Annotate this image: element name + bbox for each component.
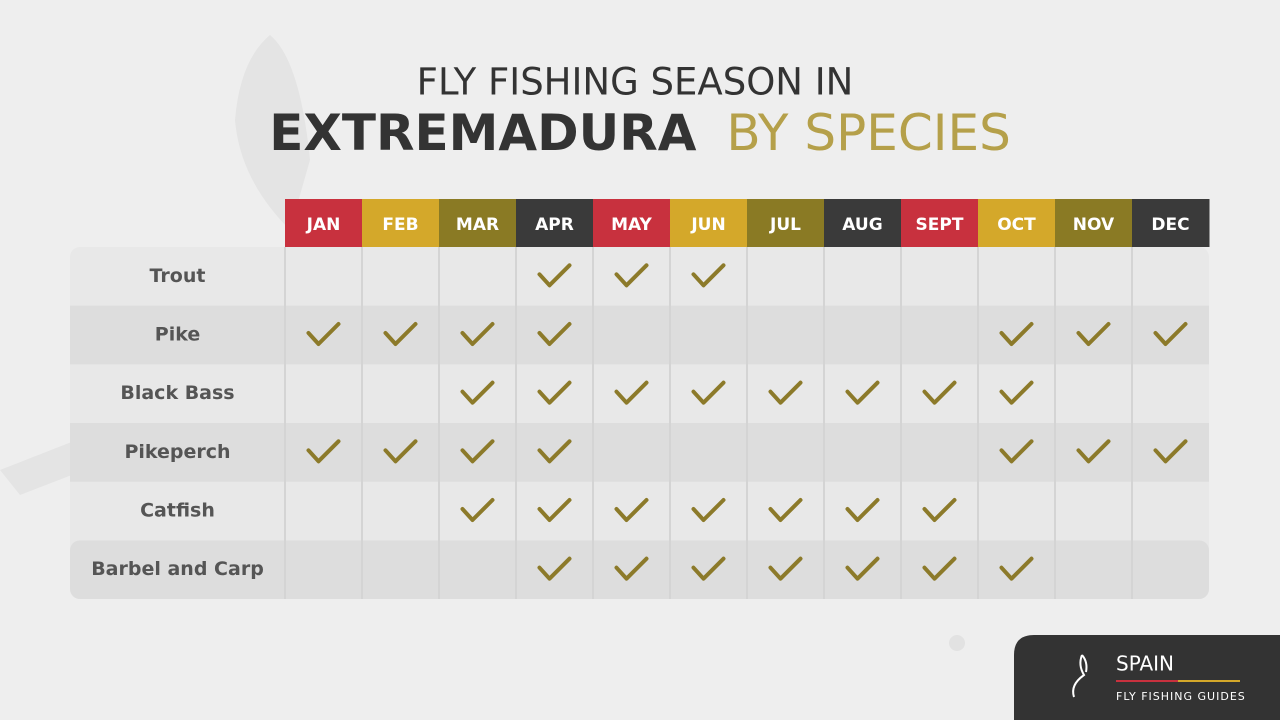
check-mark <box>768 556 803 581</box>
month-label: NOV <box>1073 215 1115 235</box>
title-main: EXTREMADURA BY SPECIES <box>269 104 1011 162</box>
check-mark <box>460 439 495 464</box>
row-band <box>70 305 1209 365</box>
month-label: DEC <box>1151 215 1189 235</box>
check-mark <box>306 439 341 464</box>
season-table: JAN FEB MAR APR MAY JUN JUL AUG SEPT OCT NOV DEC Tro… <box>70 199 1210 599</box>
check-mark <box>845 380 880 405</box>
month-header <box>593 199 671 247</box>
month-header <box>824 199 902 247</box>
month-header <box>285 199 363 247</box>
logo-stripe <box>1178 680 1240 682</box>
check-mark <box>691 263 726 288</box>
check-mark <box>1076 439 1111 464</box>
species-label: Catfish <box>140 500 215 522</box>
month-label: JAN <box>306 215 341 235</box>
check-mark <box>537 322 572 346</box>
check-mark <box>922 380 957 405</box>
check-mark <box>999 322 1034 346</box>
logo-stripe <box>1116 680 1178 682</box>
title-bold: EXTREMADURA <box>269 104 697 162</box>
month-label: FEB <box>382 215 418 235</box>
check-mark <box>383 439 418 464</box>
title-line: FLY FISHING SEASON IN <box>417 61 854 104</box>
month-header <box>901 199 979 247</box>
bg-shape <box>235 35 310 230</box>
check-mark <box>383 322 418 346</box>
check-mark <box>1153 439 1188 464</box>
check-mark <box>537 498 572 522</box>
check-mark <box>999 556 1034 581</box>
title-accent: BY SPECIES <box>726 104 1010 162</box>
logo-tagline: FLY FISHING GUIDES <box>1116 690 1246 703</box>
check-mark <box>768 498 803 522</box>
check-mark <box>845 556 880 581</box>
check-mark <box>845 498 880 522</box>
logo-name: SPAIN <box>1116 652 1174 676</box>
month-header <box>1055 199 1133 247</box>
month-header <box>747 199 825 247</box>
check-mark <box>691 498 726 522</box>
check-mark <box>691 380 726 405</box>
logo-icon <box>1072 654 1088 698</box>
check-mark <box>537 556 572 581</box>
check-mark <box>614 498 649 522</box>
check-mark <box>614 263 649 288</box>
check-mark <box>614 380 649 405</box>
row-band <box>70 540 1209 599</box>
bg-dot <box>949 635 965 651</box>
logo-box <box>1014 635 1280 720</box>
check-mark <box>922 556 957 581</box>
check-mark <box>537 263 572 288</box>
check-mark <box>1153 322 1188 346</box>
check-mark <box>537 439 572 464</box>
month-header <box>1132 199 1210 247</box>
check-mark <box>460 322 495 346</box>
check-mark <box>460 380 495 405</box>
check-mark <box>691 556 726 581</box>
check-mark <box>922 498 957 522</box>
month-label: SEPT <box>916 215 964 235</box>
species-label: Trout <box>150 265 206 287</box>
row-band <box>70 423 1209 482</box>
month-header <box>439 199 517 247</box>
check-mark <box>1076 322 1111 346</box>
check-mark <box>306 322 341 346</box>
check-mark <box>999 380 1034 405</box>
check-mark <box>999 439 1034 464</box>
logo: SPAIN FLY FISHING GUIDES <box>1014 635 1280 720</box>
check-mark <box>537 380 572 405</box>
month-label: MAR <box>456 215 499 235</box>
month-header <box>516 199 594 247</box>
check-mark <box>768 380 803 405</box>
month-header <box>978 199 1056 247</box>
month-header <box>362 199 440 247</box>
species-label: Barbel and Carp <box>91 558 264 580</box>
check-mark <box>460 498 495 522</box>
month-label: JUL <box>769 215 801 235</box>
month-label: APR <box>535 215 574 235</box>
month-label: AUG <box>842 215 882 235</box>
species-label: Black Bass <box>120 382 234 404</box>
month-label: OCT <box>997 215 1036 235</box>
check-mark <box>614 556 649 581</box>
species-label: Pikeperch <box>124 441 230 463</box>
species-label: Pike <box>155 324 200 346</box>
month-header <box>670 199 748 247</box>
month-label: JUN <box>690 215 725 235</box>
month-label: MAY <box>611 215 652 235</box>
